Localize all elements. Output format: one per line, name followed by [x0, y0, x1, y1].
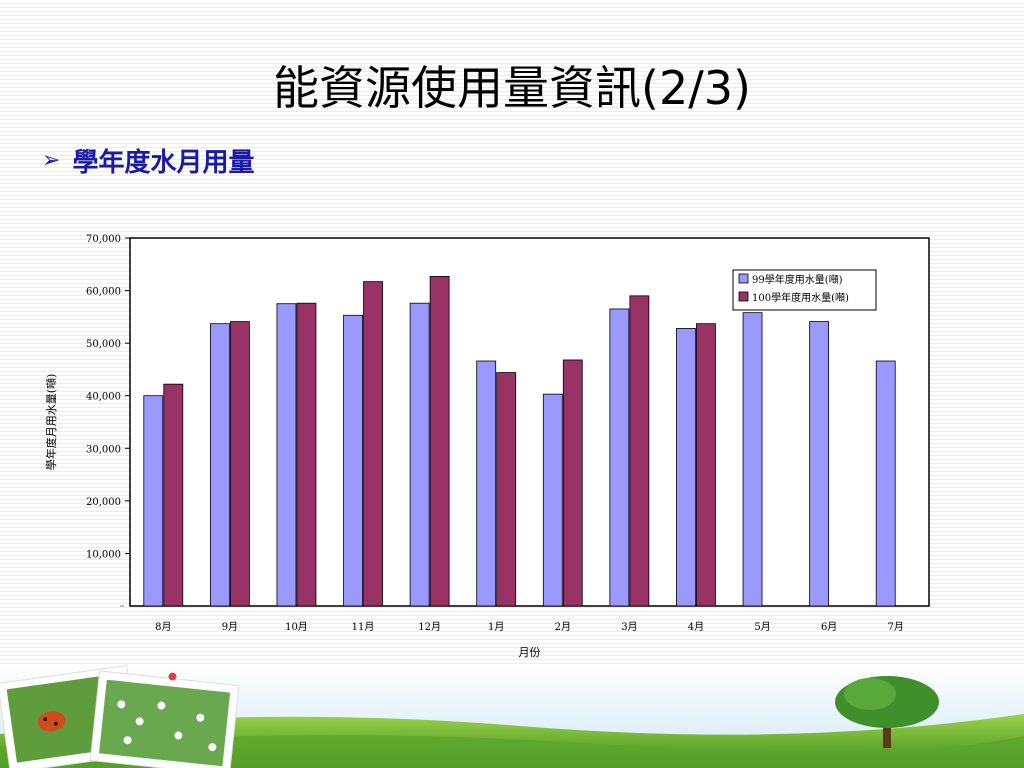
- legend-box: [732, 269, 877, 311]
- bar-series1: [542, 393, 563, 607]
- bar-series2: [296, 302, 317, 607]
- x-tick-label: 1月: [488, 621, 504, 633]
- page-title: 能資源使用量資訊(2/3): [273, 61, 751, 115]
- flower-photo-icon: [89, 670, 240, 768]
- section-subtitle: ➢ 學年度水月用量: [42, 142, 254, 179]
- y-tick-label: 10,000: [86, 549, 121, 560]
- bar-series1: [276, 303, 297, 607]
- bar-series1: [809, 321, 830, 607]
- grass-foreground: [0, 735, 1024, 768]
- water-usage-chart: 10,000 20,000 30,000 40,000 50,000 60,000 70,0…: [44, 234, 930, 659]
- x-tick-label: 9月: [222, 621, 238, 633]
- bar-series1: [476, 360, 497, 607]
- x-tick-label: 10月: [285, 621, 308, 633]
- bar-series2: [363, 281, 383, 607]
- bar-series1: [343, 314, 363, 607]
- x-tick-label: 6月: [821, 621, 837, 633]
- x-tick-label: 8月: [155, 621, 171, 633]
- decorative-banner: [0, 664, 1024, 768]
- bar-series2: [562, 359, 583, 607]
- x-tick-label: 7月: [888, 621, 904, 633]
- bar-series1: [742, 312, 763, 607]
- tree-icon: [835, 676, 939, 748]
- legend-swatch: [738, 291, 749, 302]
- x-tick-label: 4月: [688, 621, 704, 633]
- x-axis-label: 月份: [519, 646, 541, 659]
- x-tick-label: 5月: [754, 621, 770, 633]
- legend-swatch: [738, 273, 749, 284]
- y-tick-label: 20,000: [86, 497, 121, 508]
- bar-series2: [229, 321, 250, 607]
- legend-label: 100學年度用水量(噸): [752, 291, 849, 304]
- subtitle-text: 學年度水月用量: [72, 148, 255, 178]
- y-tick-label: 30,000: [86, 444, 121, 455]
- bar-series1: [609, 308, 630, 607]
- bar-series1: [409, 302, 430, 607]
- x-tick-label: 2月: [555, 621, 571, 633]
- y-tick-label: 50,000: [86, 339, 121, 350]
- bar-series1: [209, 323, 230, 607]
- x-tick-label: 11月: [352, 621, 375, 633]
- y-tick-label: 60,000: [86, 287, 121, 298]
- y-tick-label: 40,000: [86, 392, 121, 403]
- bar-series2: [629, 295, 650, 607]
- bar-series2: [429, 275, 450, 607]
- bar-series2: [163, 383, 184, 607]
- bar-series2: [696, 323, 716, 607]
- y-tick-label: 70,000: [86, 234, 121, 245]
- x-tick-label: 3月: [621, 621, 637, 633]
- bar-series1: [143, 395, 164, 607]
- arrow-bullet-icon: ➢: [42, 148, 61, 173]
- bar-series1: [676, 328, 696, 607]
- bar-series2: [496, 372, 517, 607]
- legend-label: 99學年度用水量(噸): [752, 273, 843, 286]
- bar-series1: [875, 360, 896, 607]
- y-axis-label: 學年度月用水量(噸): [44, 374, 58, 471]
- x-tick-label: 12月: [418, 621, 441, 633]
